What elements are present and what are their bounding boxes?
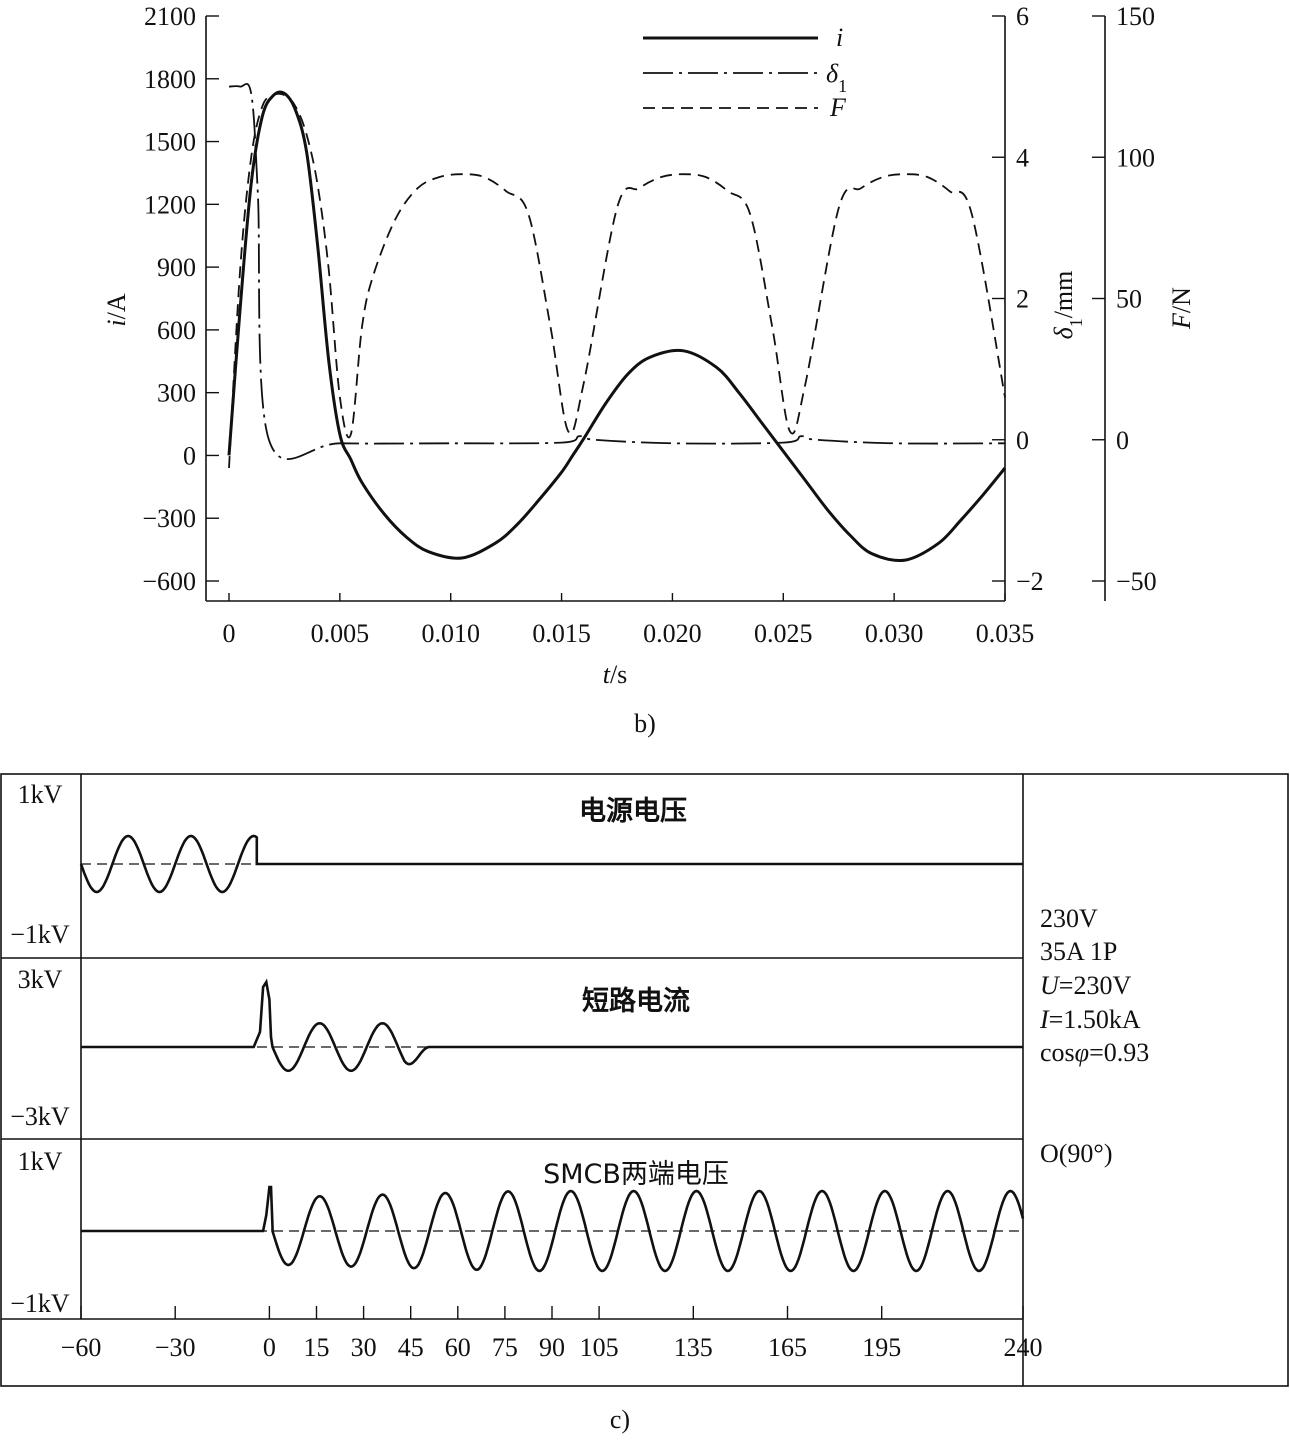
c-x-tick-label: 165 (768, 1333, 807, 1362)
c-p3-ytop: 1kV (18, 1147, 63, 1176)
b-x-tick-label: 0.035 (976, 619, 1035, 648)
series-i-line (227, 90, 1007, 562)
b-mid-axis-title: δ1/mm (1049, 271, 1086, 340)
c-panels (79, 834, 1025, 1273)
chart-b: 0 0.005 0.010 0.015 0.020 0.025 0.030 0.035 −600… (102, 2, 1196, 738)
b-mid-tick-label: −2 (1016, 567, 1044, 596)
b-x-tick-label: 0 (223, 619, 236, 648)
c-x-tick-label: 60 (445, 1333, 471, 1362)
b-series (227, 83, 1007, 562)
c-p2-title: 短路电流 (582, 985, 690, 1017)
c-p2-ybottom: −3kV (10, 1102, 70, 1131)
b-x-axis-title: t/s (603, 660, 628, 689)
b-ticks: 0 0.005 0.010 0.015 0.020 0.025 0.030 0.035 −600… (142, 2, 1156, 648)
info-line-cosphi: cosφ=0.93 (1040, 1038, 1149, 1067)
chart-c: −60 −30 0 15 30 45 60 75 90 105 135 165 195 240 1kV −… (0, 773, 1289, 1434)
info-line-voltage: 230V (1040, 904, 1098, 933)
c-x-tick-label: 90 (539, 1333, 565, 1362)
panel-c-label: c) (610, 1405, 630, 1434)
b-left-tick-label: 1800 (144, 65, 196, 94)
b-right-tick-label: −50 (1116, 567, 1157, 596)
c-x-tick-label: 195 (862, 1333, 901, 1362)
panel-b-label: b) (634, 709, 656, 738)
c-x-tick-label: 135 (674, 1333, 713, 1362)
c-x-tick-label: 30 (351, 1333, 377, 1362)
b-right-tick-label: 0 (1116, 426, 1129, 455)
c-x-tick-label: 0 (263, 1333, 276, 1362)
c-p1-ybottom: −1kV (10, 920, 70, 949)
c-x-tick-label: 75 (492, 1333, 518, 1362)
c-x-tick-label: −30 (155, 1333, 196, 1362)
b-x-tick-label: 0.005 (311, 619, 370, 648)
b-x-tick-label: 0.015 (532, 619, 591, 648)
legend-delta-label: δ1 (826, 59, 847, 96)
c-x-tick-label: 240 (1004, 1333, 1043, 1362)
b-left-tick-label: −300 (142, 504, 196, 533)
b-left-tick-label: 1200 (144, 190, 196, 219)
b-x-tick-label: 0.010 (421, 619, 480, 648)
b-left-tick-label: −600 (142, 567, 196, 596)
b-right-tick-label: 150 (1116, 2, 1155, 31)
c-p3-ybottom: −1kV (10, 1289, 70, 1318)
b-left-axis-title: i/A (102, 293, 131, 326)
b-mid-tick-label: 6 (1016, 2, 1029, 31)
b-left-tick-label: 1500 (144, 128, 196, 157)
b-left-tick-label: 900 (157, 253, 196, 282)
b-mid-tick-label: 4 (1016, 143, 1029, 172)
b-left-tick-label: 300 (157, 379, 196, 408)
b-right-tick-label: 100 (1116, 143, 1155, 172)
b-mid-tick-label: 2 (1016, 285, 1029, 314)
c-trace-2 (81, 978, 1023, 1073)
series-δ1-line (228, 83, 1006, 461)
c-x-tick-label: 105 (580, 1333, 619, 1362)
c-info-block: 230V 35A 1P U=230V I=1.50kA cosφ=0.93 O(… (1039, 904, 1149, 1168)
b-left-tick-label: 2100 (144, 2, 196, 31)
info-line-rating: 35A 1P (1040, 937, 1117, 966)
c-x-tick-label: −60 (61, 1333, 102, 1362)
c-x-tick-label: 45 (398, 1333, 424, 1362)
c-p2-ytop: 3kV (18, 965, 63, 994)
c-x-ticks: −60 −30 0 15 30 45 60 75 90 105 135 165 195 240 (61, 1306, 1043, 1362)
b-left-tick-label: 600 (157, 316, 196, 345)
b-right-axis-title: F/N (1167, 287, 1196, 330)
series-F-line (228, 92, 1006, 469)
c-x-tick-label: 15 (304, 1333, 330, 1362)
b-mid-tick-label: 0 (1016, 426, 1029, 455)
c-p3-title: SMCB两端电压 (543, 1159, 729, 1190)
c-frame (0, 773, 1289, 1387)
b-x-tick-label: 0.020 (643, 619, 702, 648)
b-left-tick-label: 0 (183, 441, 196, 470)
c-p1-ytop: 1kV (18, 780, 63, 809)
info-line-I: I=1.50kA (1039, 1005, 1141, 1034)
c-p1-title: 电源电压 (579, 796, 687, 827)
legend-F-label: F (829, 93, 847, 122)
b-right-tick-label: 50 (1116, 285, 1142, 314)
b-x-tick-label: 0.030 (865, 619, 924, 648)
b-legend: i δ1 F (643, 23, 847, 122)
info-line-U: U=230V (1040, 971, 1131, 1000)
info-angle: O(90°) (1040, 1139, 1113, 1168)
legend-i-label: i (836, 23, 843, 52)
c-trace-1 (79, 834, 1023, 894)
c-trace-3 (81, 1185, 1025, 1273)
b-x-tick-label: 0.025 (754, 619, 813, 648)
